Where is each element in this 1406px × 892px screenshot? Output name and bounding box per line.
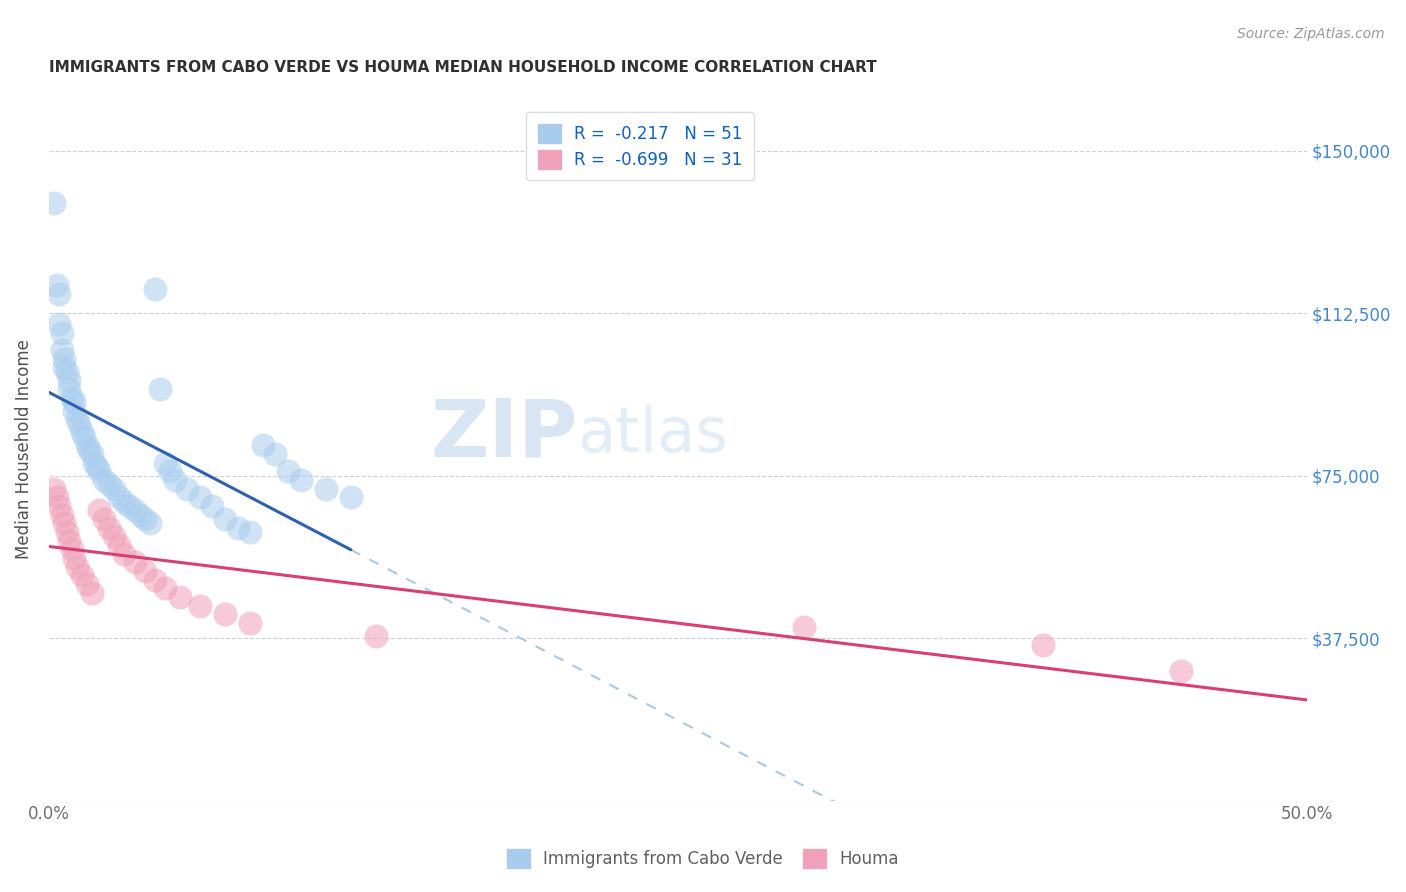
Point <box>149 382 172 396</box>
Point <box>214 607 236 622</box>
Point <box>93 473 115 487</box>
Point <box>103 482 125 496</box>
Point <box>48 286 70 301</box>
Text: IMMIGRANTS FROM CABO VERDE VS HOUMA MEDIAN HOUSEHOLD INCOME CORRELATION CHART: IMMIGRANTS FROM CABO VERDE VS HOUMA MEDI… <box>49 60 877 75</box>
Point <box>114 547 136 561</box>
Point <box>51 326 73 340</box>
Point <box>143 573 166 587</box>
Legend: Immigrants from Cabo Verde, Houma: Immigrants from Cabo Verde, Houma <box>498 840 908 877</box>
Point <box>138 516 160 531</box>
Point <box>58 382 80 396</box>
Point <box>42 195 65 210</box>
Point <box>53 351 76 366</box>
Point <box>124 503 146 517</box>
Point <box>290 473 312 487</box>
Point <box>118 499 141 513</box>
Point <box>201 499 224 513</box>
Point <box>70 425 93 440</box>
Point <box>73 430 96 444</box>
Point <box>252 438 274 452</box>
Point <box>45 278 67 293</box>
Point <box>48 499 70 513</box>
Point <box>51 343 73 357</box>
Point <box>67 417 90 431</box>
Legend: R =  -0.217   N = 51, R =  -0.699   N = 31: R = -0.217 N = 51, R = -0.699 N = 31 <box>526 112 755 180</box>
Point <box>134 512 156 526</box>
Point <box>80 447 103 461</box>
Point <box>83 456 105 470</box>
Point <box>42 482 65 496</box>
Point <box>63 551 86 566</box>
Point <box>239 524 262 539</box>
Point <box>214 512 236 526</box>
Point <box>264 447 287 461</box>
Point <box>169 590 191 604</box>
Point <box>86 460 108 475</box>
Point <box>93 512 115 526</box>
Point <box>315 482 337 496</box>
Point <box>58 373 80 387</box>
Point <box>55 365 77 379</box>
Text: Source: ZipAtlas.com: Source: ZipAtlas.com <box>1237 27 1385 41</box>
Point <box>364 629 387 643</box>
Point <box>340 491 363 505</box>
Point <box>98 521 121 535</box>
Point <box>188 491 211 505</box>
Y-axis label: Median Household Income: Median Household Income <box>15 339 32 558</box>
Point <box>53 516 76 531</box>
Point <box>226 521 249 535</box>
Point <box>793 620 815 634</box>
Point <box>48 317 70 331</box>
Point <box>76 438 98 452</box>
Point <box>1032 638 1054 652</box>
Point <box>188 599 211 613</box>
Point <box>134 564 156 578</box>
Point <box>128 508 150 522</box>
Point <box>58 533 80 548</box>
Point <box>66 559 89 574</box>
Point <box>153 456 176 470</box>
Point <box>108 491 131 505</box>
Point <box>53 360 76 375</box>
Point <box>124 555 146 569</box>
Point <box>277 464 299 478</box>
Point <box>114 494 136 508</box>
Point <box>176 482 198 496</box>
Point <box>55 524 77 539</box>
Point <box>70 568 93 582</box>
Point <box>76 577 98 591</box>
Point <box>239 615 262 630</box>
Point <box>89 503 111 517</box>
Point <box>1170 664 1192 678</box>
Point <box>51 508 73 522</box>
Point <box>66 412 89 426</box>
Point <box>98 477 121 491</box>
Point <box>143 282 166 296</box>
Text: ZIP: ZIP <box>430 395 578 474</box>
Point <box>77 442 100 457</box>
Point <box>60 391 83 405</box>
Point <box>63 395 86 409</box>
Text: atlas: atlas <box>578 405 728 465</box>
Point <box>159 464 181 478</box>
Point <box>45 491 67 505</box>
Point <box>89 464 111 478</box>
Point <box>63 403 86 417</box>
Point <box>60 542 83 557</box>
Point <box>153 582 176 596</box>
Point <box>163 473 186 487</box>
Point <box>108 538 131 552</box>
Point <box>103 529 125 543</box>
Point <box>80 585 103 599</box>
